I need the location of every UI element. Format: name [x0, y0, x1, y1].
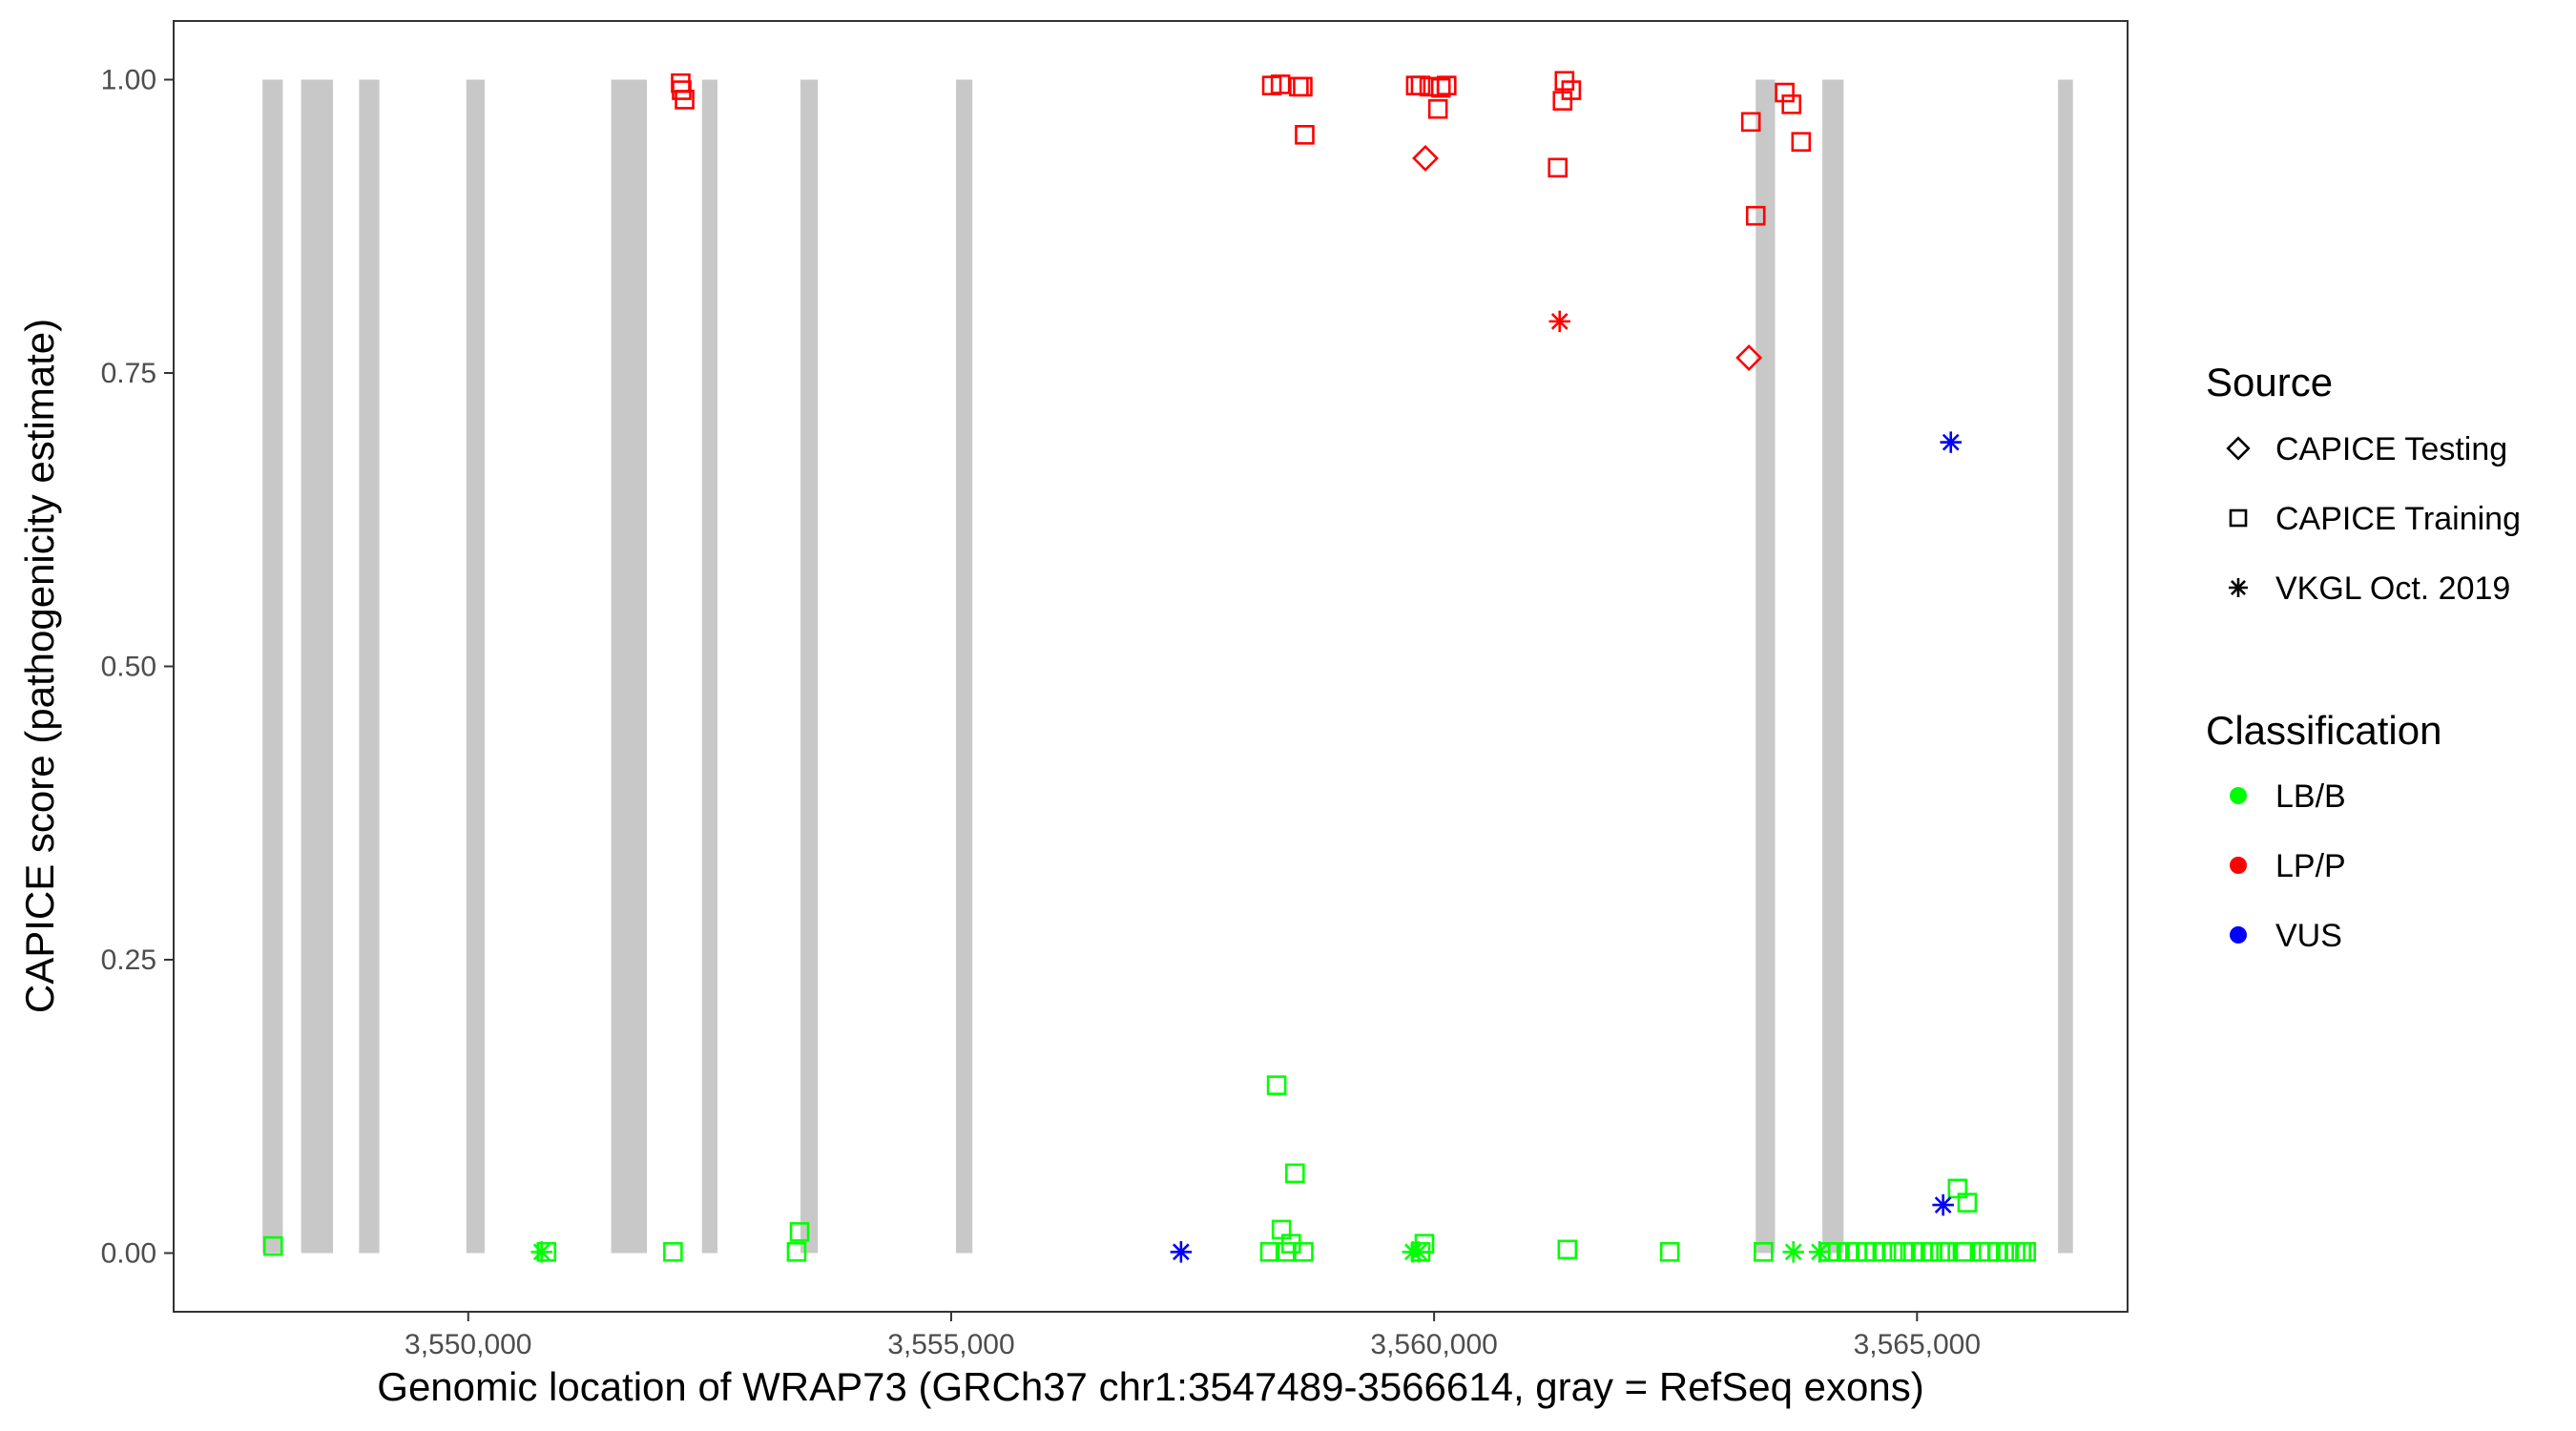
legend-classification: Classification LB/B LP/P VUS	[2206, 708, 2441, 954]
data-point	[1740, 112, 1761, 133]
legend-source-key	[2226, 436, 2251, 461]
legend-source: Source CAPICE Testing CAPICE Training VKGL…	[2206, 360, 2521, 607]
data-point	[1293, 76, 1313, 97]
data-point	[1791, 132, 1812, 152]
data-point	[1882, 1241, 1903, 1262]
data-point	[1294, 1241, 1314, 1262]
data-point	[2016, 1241, 2037, 1262]
data-point	[1781, 94, 1801, 114]
data-point	[1170, 1241, 1193, 1263]
exon-band	[359, 79, 380, 1254]
data-point	[1872, 1241, 1893, 1262]
x-axis-title: Genomic location of WRAP73 (GRCh37 chr1:…	[377, 1364, 1923, 1409]
data-point	[1289, 76, 1309, 97]
x-tick-label: 3,565,000	[1854, 1329, 1981, 1360]
data-point	[262, 1235, 283, 1256]
data-point	[671, 73, 691, 93]
data-point	[1745, 205, 1766, 226]
data-point	[1295, 125, 1315, 145]
exon-band	[2058, 79, 2073, 1254]
y-tick-label: 1.00	[101, 65, 156, 96]
legend-class-label: VUS	[2275, 918, 2342, 954]
x-tick-label: 3,555,000	[887, 1329, 1014, 1360]
legend-source-label: CAPICE Testing	[2275, 431, 2507, 467]
axes: 3,550,000 3,555,000 3,560,000 3,565,000 0.00…	[101, 65, 1981, 1361]
data-point	[1285, 1163, 1305, 1184]
exon-bands	[262, 79, 2073, 1254]
y-tick-label: 0.00	[101, 1238, 156, 1270]
data-point	[1557, 1239, 1578, 1260]
data-point	[1427, 98, 1448, 119]
legend-source-key	[2229, 508, 2248, 528]
legend-class-key	[2230, 926, 2247, 944]
legend-source-label: VKGL Oct. 2019	[2275, 570, 2510, 607]
data-point	[1955, 1241, 1976, 1262]
data-point	[1782, 1241, 1804, 1263]
data-point	[789, 1222, 810, 1242]
data-point	[1957, 1192, 1978, 1213]
data-point	[1266, 1075, 1287, 1095]
data-point	[1548, 310, 1570, 333]
y-tick-label: 0.50	[101, 652, 156, 683]
data-point	[1754, 1241, 1774, 1262]
data-point	[1775, 82, 1795, 103]
data-point	[1561, 80, 1582, 100]
data-point	[1808, 1241, 1831, 1263]
legend-source-title: Source	[2206, 360, 2333, 404]
legend-classification-title: Classification	[2206, 708, 2441, 753]
exon-band	[262, 79, 283, 1254]
exon-band	[466, 79, 485, 1254]
data-point	[1259, 1241, 1280, 1262]
y-axis-title: CAPICE score (pathogenicity estimate)	[17, 319, 62, 1013]
data-point	[1430, 77, 1451, 98]
data-point	[786, 1241, 807, 1262]
exon-band	[301, 79, 334, 1254]
exon-band	[1822, 79, 1844, 1254]
data-point	[1412, 144, 1440, 172]
data-point	[1659, 1241, 1680, 1262]
data-point	[675, 90, 695, 110]
exon-band	[1755, 79, 1776, 1254]
y-tick-label: 0.25	[101, 944, 156, 976]
exon-band	[956, 79, 973, 1254]
exon-band	[800, 79, 819, 1254]
exon-band	[701, 79, 717, 1254]
data-point	[1407, 1241, 1430, 1263]
legend-class-label: LB/B	[2275, 778, 2346, 815]
y-tick-label: 0.75	[101, 358, 156, 389]
legend-source-label: CAPICE Training	[2275, 501, 2521, 537]
data-points	[262, 71, 2037, 1263]
legend-source-key	[2229, 578, 2248, 597]
data-point	[1940, 431, 1962, 453]
data-point	[1735, 344, 1763, 371]
x-tick-label: 3,560,000	[1370, 1329, 1497, 1360]
legend-class-label: LP/P	[2275, 848, 2346, 884]
legend-class-key	[2230, 787, 2247, 804]
data-point	[530, 1241, 552, 1263]
data-point	[663, 1241, 683, 1262]
exon-band	[611, 79, 648, 1254]
x-tick-label: 3,550,000	[405, 1329, 531, 1360]
data-point	[1932, 1193, 1954, 1216]
data-point	[1548, 157, 1568, 178]
data-point	[1436, 75, 1457, 95]
legend-class-key	[2230, 857, 2247, 874]
